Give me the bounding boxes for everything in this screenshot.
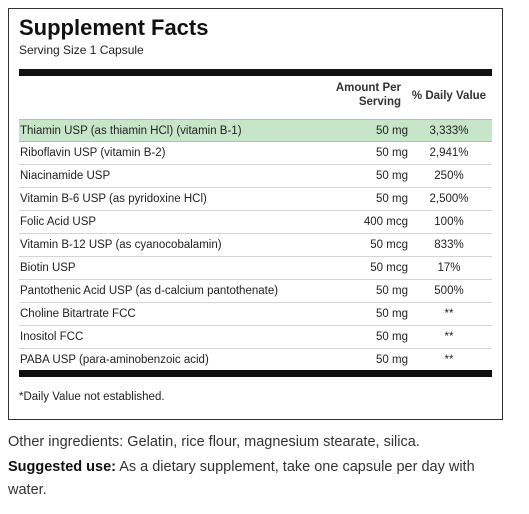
nutrient-table: Thiamin USP (as thiamin HCl) (vitamin B-… [19, 119, 492, 372]
nutrient-daily-value: 3,333% [429, 125, 469, 137]
nutrient-amount: 50 mg [376, 193, 408, 205]
suggested-use-label: Suggested use: [8, 459, 116, 475]
supplement-facts-panel: Supplement Facts Serving Size 1 Capsule … [8, 8, 503, 420]
nutrient-daily-value: ** [444, 331, 454, 343]
nutrient-name: Biotin USP [20, 262, 76, 274]
nutrient-amount: 50 mg [376, 285, 408, 297]
column-header-daily-value: % Daily Value [411, 90, 487, 102]
panel-title: Supplement Facts [19, 15, 209, 40]
divider-bar-top [19, 69, 492, 76]
nutrient-name: Niacinamide USP [20, 170, 111, 182]
nutrient-daily-value: 500% [434, 285, 464, 297]
serving-size: Serving Size 1 Capsule [19, 43, 144, 57]
nutrient-name: Inositol FCC [20, 331, 84, 343]
suggested-use-body: As a dietary supplement, take one capsul… [8, 459, 475, 498]
table-row: Folic Acid USP 400 mcg 100% [19, 211, 492, 234]
table-row: Pantothenic Acid USP (as d-calcium panto… [19, 280, 492, 303]
nutrient-name: Choline Bitartrate FCC [20, 308, 136, 320]
nutrient-daily-value: ** [444, 354, 454, 366]
nutrient-name: Vitamin B-12 USP (as cyanocobalamin) [20, 239, 222, 251]
column-header-amount-line2: Serving [358, 96, 401, 108]
nutrient-daily-value: 17% [437, 262, 461, 274]
column-header-amount-line1: Amount Per [335, 82, 401, 94]
nutrient-daily-value: 2,500% [429, 193, 469, 205]
nutrient-name: Riboflavin USP (vitamin B-2) [20, 147, 166, 159]
column-header-amount: Amount Per Serving [319, 81, 401, 109]
nutrient-name: Thiamin USP (as thiamin HCl) (vitamin B-… [20, 125, 242, 137]
nutrient-daily-value: 833% [434, 239, 464, 251]
nutrient-amount: 50 mg [376, 170, 408, 182]
nutrient-amount: 50 mg [376, 308, 408, 320]
table-row: Choline Bitartrate FCC 50 mg ** [19, 303, 492, 326]
other-ingredients-text: Other ingredients: Gelatin, rice flour, … [8, 434, 420, 450]
suggested-use-text: Suggested use: As a dietary supplement, … [8, 456, 513, 502]
nutrient-daily-value: 2,941% [429, 147, 469, 159]
table-row: Biotin USP 50 mcg 17% [19, 257, 492, 280]
nutrient-name: Folic Acid USP [20, 216, 97, 228]
table-row: Riboflavin USP (vitamin B-2) 50 mg 2,941… [19, 142, 492, 165]
nutrient-name: Pantothenic Acid USP (as d-calcium panto… [20, 285, 279, 297]
nutrient-daily-value: ** [444, 308, 454, 320]
nutrient-amount: 50 mcg [370, 239, 408, 251]
table-row: Niacinamide USP 50 mg 250% [19, 165, 492, 188]
table-row: Thiamin USP (as thiamin HCl) (vitamin B-… [19, 119, 492, 142]
table-row: PABA USP (para-aminobenzoic acid) 50 mg … [19, 349, 492, 372]
nutrient-name: PABA USP (para-aminobenzoic acid) [20, 354, 209, 366]
nutrient-amount: 50 mg [376, 354, 408, 366]
nutrient-amount: 50 mg [376, 125, 408, 137]
nutrient-amount: 50 mg [376, 147, 408, 159]
nutrient-daily-value: 250% [434, 170, 464, 182]
table-row: Inositol FCC 50 mg ** [19, 326, 492, 349]
nutrient-amount: 50 mg [376, 331, 408, 343]
nutrient-daily-value: 100% [434, 216, 464, 228]
nutrient-name: Vitamin B-6 USP (as pyridoxine HCl) [20, 193, 207, 205]
daily-value-footnote: *Daily Value not established. [19, 391, 165, 403]
divider-bar-bottom [19, 370, 492, 377]
nutrient-amount: 50 mcg [370, 262, 408, 274]
table-row: Vitamin B-12 USP (as cyanocobalamin) 50 … [19, 234, 492, 257]
nutrient-amount: 400 mcg [363, 216, 408, 228]
table-row: Vitamin B-6 USP (as pyridoxine HCl) 50 m… [19, 188, 492, 211]
